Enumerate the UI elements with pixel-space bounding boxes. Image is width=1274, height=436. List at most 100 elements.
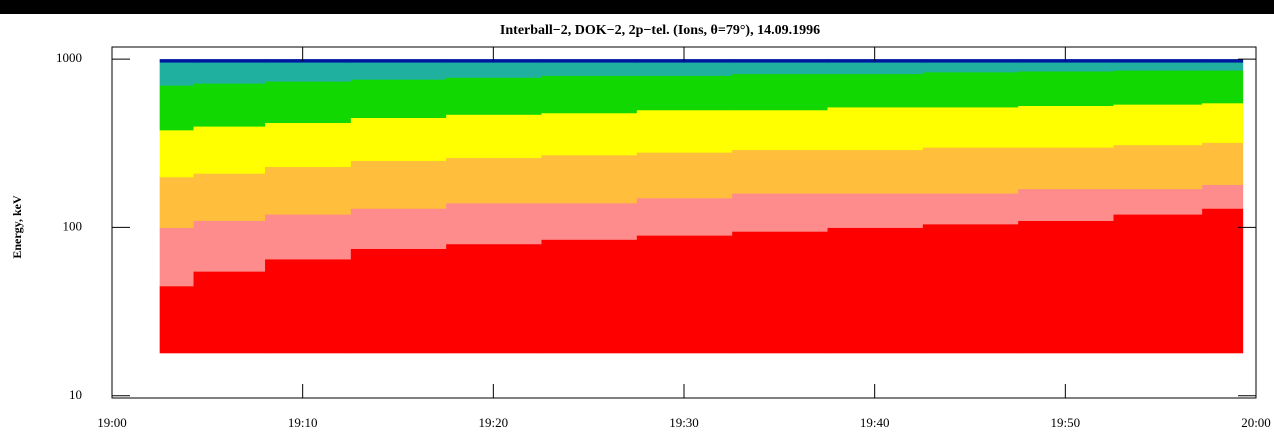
spectrogram-cell xyxy=(350,62,447,80)
spectrogram-cell xyxy=(541,62,637,76)
y-tick-label: 1000 xyxy=(56,50,82,65)
spectrogram-cell xyxy=(922,62,1019,73)
spectrogram-cell xyxy=(193,59,266,63)
spectrogram-cell xyxy=(541,112,637,156)
spectrogram-cell xyxy=(731,109,828,151)
spectrogram-cell xyxy=(350,208,447,249)
spectrogram-cell xyxy=(922,106,1019,148)
spectrogram-cell xyxy=(350,117,447,161)
spectrogram-cell xyxy=(1113,144,1203,190)
spectrogram-cell xyxy=(1201,102,1244,143)
spectrogram-cell xyxy=(193,83,266,127)
spectrogram-cell xyxy=(541,239,637,354)
spectrogram-cell xyxy=(159,227,194,287)
spectrogram-cell xyxy=(159,85,194,131)
spectrogram-cell xyxy=(636,197,733,236)
spectrogram-cell xyxy=(350,248,447,354)
x-tick-label: 20:00 xyxy=(1241,415,1271,430)
spectrogram-cell xyxy=(193,220,266,272)
spectrogram-cell xyxy=(1113,70,1203,105)
spectrogram-cell xyxy=(159,285,194,354)
spectrogram-cell xyxy=(922,193,1019,225)
x-tick-label: 19:00 xyxy=(97,415,127,430)
y-axis-label: Energy, keV xyxy=(10,195,24,259)
spectrogram-cell xyxy=(264,214,351,260)
spectrogram-cell xyxy=(1017,70,1114,107)
spectrogram-cell xyxy=(193,271,266,354)
x-tick-label: 19:10 xyxy=(288,415,318,430)
spectrogram-cell xyxy=(1113,214,1203,354)
spectrogram-cell xyxy=(922,71,1019,108)
plot-area xyxy=(159,59,1244,354)
spectrogram-cell xyxy=(541,202,637,240)
spectrogram-cell xyxy=(636,152,733,199)
spectrogram-cell xyxy=(1113,62,1203,71)
spectrogram-cell xyxy=(731,62,828,75)
spectrogram-cell xyxy=(350,160,447,209)
spectrogram-cell xyxy=(636,62,733,76)
spectrogram-cell xyxy=(350,79,447,118)
spectrogram-cell xyxy=(445,243,542,354)
spectrogram-cell xyxy=(264,62,351,82)
spectrogram-cell xyxy=(1201,142,1244,185)
spectrogram-cell xyxy=(731,193,828,232)
spectrogram-cell xyxy=(264,122,351,168)
spectrogram-cell xyxy=(827,106,923,151)
spectrogram-cell xyxy=(922,223,1019,354)
spectrogram-cell xyxy=(159,129,194,178)
chart-title: Interball−2, DOK−2, 2p−tel. (Ions, θ=79°… xyxy=(500,23,820,38)
spectrogram-cell xyxy=(1017,62,1114,72)
spectrogram-cell xyxy=(827,73,923,108)
spectrogram-cell xyxy=(922,59,1019,63)
spectrogram-cell xyxy=(264,59,351,63)
x-tick-label: 19:20 xyxy=(479,415,509,430)
spectrogram-cell xyxy=(827,149,923,194)
spectrogram-cell xyxy=(1201,184,1244,209)
spectrogram-cell xyxy=(731,231,828,354)
spectrogram-cell xyxy=(827,62,923,75)
spectrogram-cell xyxy=(159,176,194,228)
spectrogram-cell xyxy=(193,126,266,174)
spectrogram-cell xyxy=(731,73,828,111)
spectrogram-cell xyxy=(445,157,542,204)
spectrogram-cell xyxy=(350,59,447,63)
spectrogram-cell xyxy=(159,62,194,86)
spectrogram-cell xyxy=(445,62,542,78)
spectrogram-cell xyxy=(1201,208,1244,354)
spectrogram-cell xyxy=(541,154,637,204)
spectrogram-cell xyxy=(1201,59,1244,63)
spectrogram-cell xyxy=(827,227,923,354)
spectrogram-cell xyxy=(827,193,923,228)
spectrogram-cell xyxy=(1017,220,1114,354)
spectrogram-cell xyxy=(1113,188,1203,215)
spectrogram-cell xyxy=(731,149,828,194)
spectrogram-cell xyxy=(1113,59,1203,63)
spectrogram-cell xyxy=(445,202,542,245)
spectrogram-cell xyxy=(541,59,637,63)
spectrogram-cell xyxy=(1201,62,1244,71)
spectrogram-cell xyxy=(159,59,194,63)
x-tick-label: 19:30 xyxy=(669,415,699,430)
y-tick-label: 100 xyxy=(63,218,83,233)
spectrogram-cell xyxy=(731,59,828,63)
spectrogram-cell xyxy=(264,81,351,124)
spectrogram-cell xyxy=(1017,188,1114,221)
spectrogram-cell xyxy=(636,75,733,111)
spectrogram-cell xyxy=(922,147,1019,194)
y-tick-label: 10 xyxy=(69,387,82,402)
spectrogram-cell xyxy=(264,166,351,215)
spectrogram-cell xyxy=(445,77,542,115)
spectrogram-cell xyxy=(193,62,266,84)
spectrogram-cell xyxy=(636,109,733,153)
x-tick-label: 19:40 xyxy=(860,415,890,430)
spectrogram-cell xyxy=(1017,105,1114,148)
spectrogram-cell xyxy=(1017,147,1114,190)
spectrogram-cell xyxy=(445,114,542,159)
spectrogram-cell xyxy=(1113,104,1203,146)
spectrogram-cell xyxy=(1201,70,1244,104)
spectrogram-cell xyxy=(193,173,266,221)
x-tick-label: 19:50 xyxy=(1051,415,1081,430)
spectrogram-cell xyxy=(636,235,733,354)
spectrogram-cell xyxy=(264,258,351,354)
